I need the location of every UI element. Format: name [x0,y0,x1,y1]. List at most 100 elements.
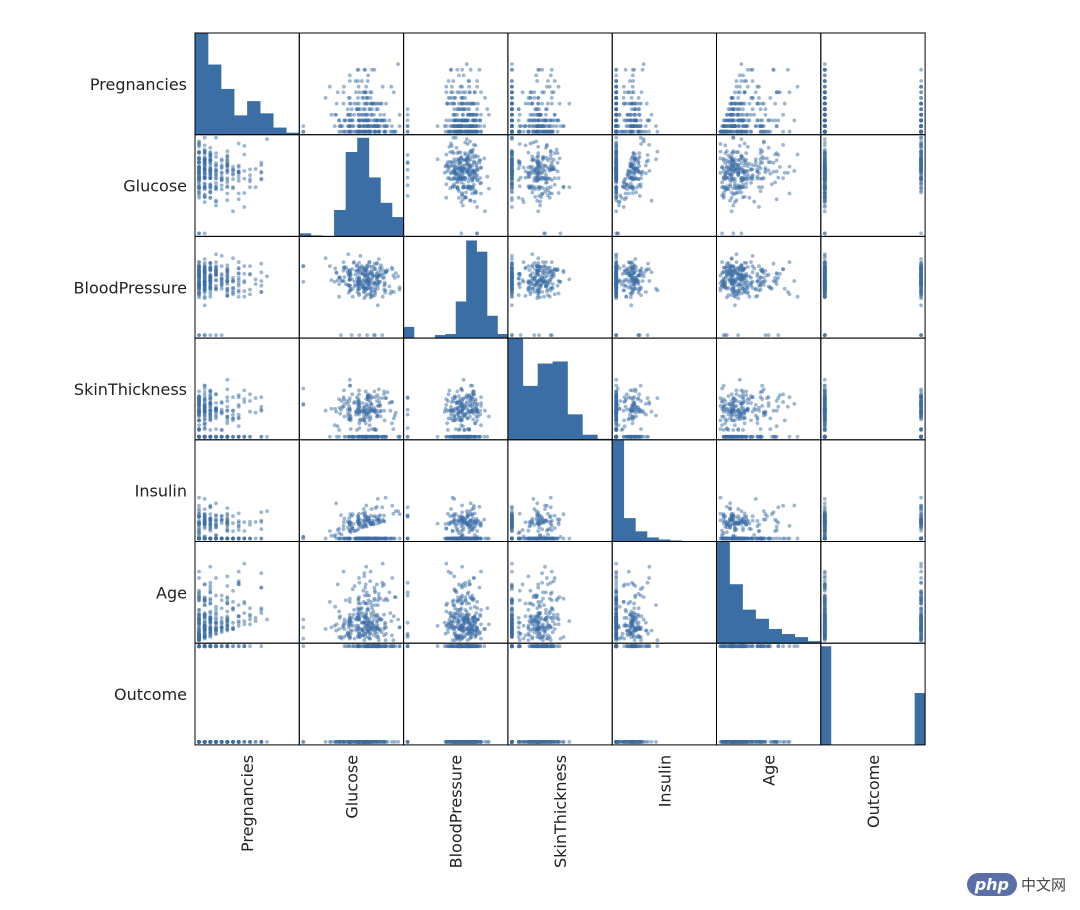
histogram-bar-pregnancies-5 [260,113,274,135]
scatter-point [768,171,773,176]
scatter-point [919,112,923,117]
scatter-point [614,261,619,265]
scatter-point [459,124,464,128]
scatter-point [728,129,732,134]
scatter-point [614,90,619,95]
scatter-point [454,145,459,150]
scatter-point [721,333,726,337]
scatter-point [219,183,224,188]
scatter-point [554,147,559,152]
scatter-point [197,275,201,279]
scatter-point [744,169,749,173]
scatter-point [614,169,619,174]
scatter-point [546,293,550,297]
scatter-point [741,168,745,173]
scatter-point [757,164,761,169]
scatter-point [765,129,769,134]
scatter-point [530,101,535,106]
scatter-point [644,267,649,272]
scatter-point [534,73,539,78]
scatter-point [377,129,382,134]
scatter-point [637,101,642,106]
scatter-point [766,118,771,123]
scatter-point [202,185,207,190]
scatter-point [757,288,761,293]
scatter-point [444,182,449,187]
scatter-point [641,274,646,279]
scatter-point [510,112,514,117]
scatter-point [737,84,742,89]
scatter-point [739,190,744,195]
scatter-point [446,160,450,165]
scatter-point [405,168,410,172]
scatter-point [621,96,626,100]
scatter-point [546,79,550,83]
scatter-point [636,159,641,164]
scatter-point [787,260,792,264]
scatter-point [219,264,224,268]
scatter-point [614,79,619,83]
scatter-point [645,333,650,337]
scatter-point [197,159,201,164]
scatter-point [526,165,531,170]
scatter-point [741,118,745,123]
scatter-point [617,203,621,208]
scatter-point [475,205,479,209]
scatter-point [259,408,264,413]
scatter-point [637,164,642,169]
scatter-point [348,101,353,106]
scatter-point [341,101,346,106]
scatter-point [382,112,386,117]
scatter-point [368,107,372,112]
scatter-point [544,260,548,264]
scatter-point [629,96,634,100]
scatter-point [760,149,765,154]
scatter-point [463,151,468,156]
scatter-point [231,395,235,400]
scatter-point [755,274,760,279]
scatter-point [340,279,345,283]
scatter-point [444,195,449,200]
scatter-point [631,170,636,175]
scatter-point [546,158,550,163]
scatter-point [485,107,490,112]
scatter-point [457,73,461,78]
scatter-point [202,200,207,205]
scatter-point [214,135,218,140]
scatter-point [342,265,346,270]
scatter-point [405,183,410,188]
scatter-point [461,112,465,117]
scatter-point [543,190,547,195]
scatter-point [510,275,514,279]
scatter-point [516,107,521,112]
scatter-point [451,79,456,83]
scatter-point [225,170,230,175]
scatter-point [521,260,526,264]
scatter-point [919,107,923,112]
scatter-point [516,195,521,200]
scatter-point [551,90,556,95]
scatter-point [623,67,628,72]
scatter-point [737,144,742,148]
scatter-point [633,118,638,123]
scatter-point [643,163,648,168]
scatter-point [728,278,732,283]
scatter-point [259,261,264,266]
scatter-point [466,168,471,173]
panel-frame [820,235,926,339]
scatter-point [736,150,741,155]
scatter-point [348,112,353,117]
scatter-point [197,172,201,177]
scatter-point [447,118,452,123]
scatter-point [356,84,361,89]
scatter-point [614,84,619,89]
scatter-point [510,118,514,123]
scatter-point [265,434,269,439]
scatter-point [446,79,451,83]
scatter-point [533,187,538,192]
scatter-point [919,96,923,100]
scatter-point [253,410,258,415]
scatter-point [356,96,360,100]
scatter-point [919,79,923,83]
scatter-point [526,150,531,155]
